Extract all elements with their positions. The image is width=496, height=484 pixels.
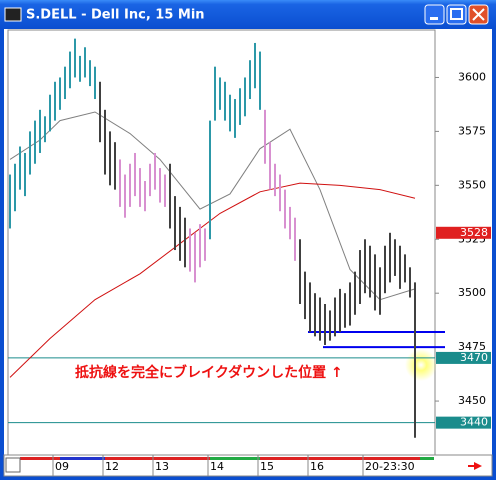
minimize-icon bbox=[430, 17, 438, 20]
maximize-button[interactable] bbox=[446, 4, 467, 25]
annotation: 抵抗線を完全にブレイクダウンした位置 ↑ bbox=[75, 364, 343, 381]
x-tick-label: 09 bbox=[55, 460, 69, 473]
y-tick-label: 3575 bbox=[458, 124, 486, 137]
glow bbox=[405, 349, 437, 381]
x-axis-strip bbox=[3, 454, 493, 477]
x-tick-label: 20-23:30 bbox=[365, 460, 415, 473]
moving-average bbox=[9, 111, 416, 301]
y-tick-label: 3475 bbox=[458, 340, 486, 353]
price-marker bbox=[436, 416, 491, 429]
maximize-icon bbox=[450, 8, 463, 20]
timeline-strip bbox=[210, 457, 260, 460]
title-bar bbox=[0, 0, 496, 29]
x-tick-label: 14 bbox=[210, 460, 224, 473]
price-marker-label: 3440 bbox=[460, 416, 488, 429]
moving-average bbox=[9, 182, 416, 378]
x-tick-label: 15 bbox=[260, 460, 274, 473]
timeline-strip bbox=[60, 457, 105, 460]
plot-area bbox=[7, 29, 436, 456]
y-tick-label: 3550 bbox=[458, 178, 486, 191]
price-marker-label: 3470 bbox=[460, 351, 488, 364]
x-tick-label: 12 bbox=[105, 460, 119, 473]
corner-box[interactable] bbox=[5, 457, 21, 473]
price-marker-label: 3528 bbox=[460, 226, 488, 239]
x-tick-label: 13 bbox=[155, 460, 169, 473]
close-icon bbox=[472, 8, 485, 21]
timeline-strip bbox=[420, 457, 434, 460]
y-tick-label: 3450 bbox=[458, 394, 486, 407]
minimize-button[interactable] bbox=[424, 4, 445, 25]
y-tick-label: 3600 bbox=[458, 70, 486, 83]
x-tick-label: 16 bbox=[310, 460, 324, 473]
y-tick-label: 3500 bbox=[458, 286, 486, 299]
scroll-arrow[interactable] bbox=[468, 462, 482, 470]
app-icon bbox=[4, 7, 22, 22]
window-title: S.DELL - Dell Inc, 15 Min bbox=[26, 8, 205, 23]
price-marker bbox=[436, 351, 491, 364]
price-marker bbox=[436, 226, 491, 239]
